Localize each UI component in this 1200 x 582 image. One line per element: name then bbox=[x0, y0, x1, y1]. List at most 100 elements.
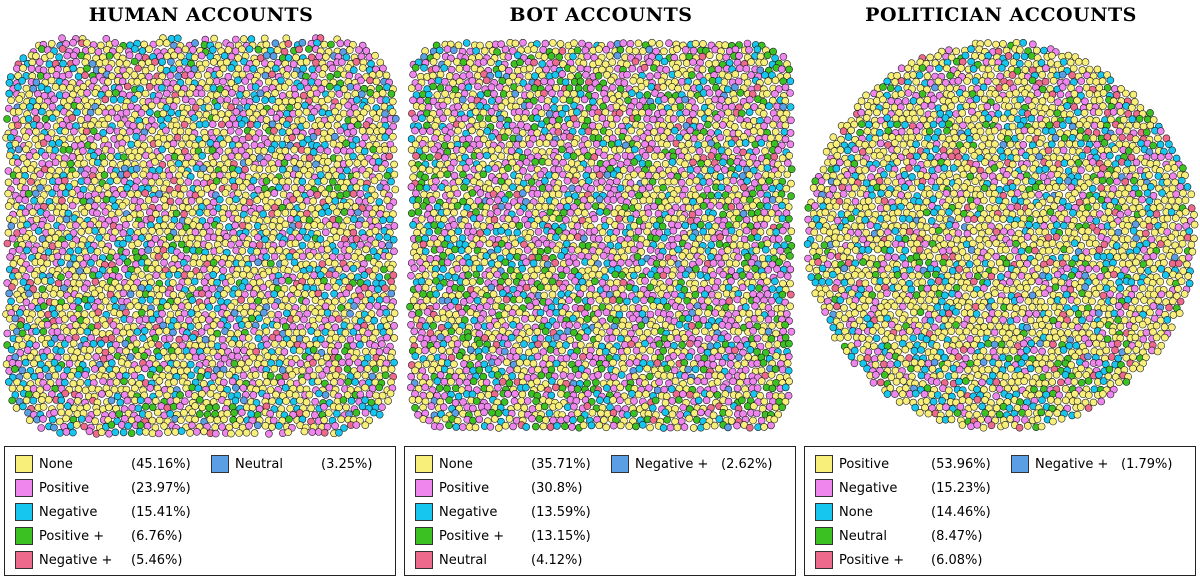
network-node bbox=[501, 133, 509, 141]
network-node bbox=[267, 108, 276, 117]
network-node bbox=[343, 216, 351, 225]
network-node bbox=[241, 165, 249, 174]
network-node bbox=[107, 346, 116, 354]
network-node bbox=[595, 45, 603, 53]
network-node bbox=[683, 133, 691, 141]
network-node bbox=[97, 428, 106, 437]
network-node bbox=[342, 190, 351, 198]
network-node bbox=[313, 39, 321, 47]
network-node bbox=[490, 90, 498, 98]
network-node bbox=[351, 378, 360, 386]
network-node bbox=[354, 221, 363, 229]
network-node bbox=[155, 166, 164, 174]
network-node bbox=[589, 97, 597, 106]
network-node bbox=[211, 423, 219, 431]
legend-item: Negative + (5.46%) bbox=[15, 549, 182, 571]
network-node bbox=[626, 215, 635, 223]
network-node bbox=[298, 252, 307, 261]
network-node bbox=[390, 247, 398, 256]
network-node bbox=[346, 109, 355, 117]
network-node bbox=[602, 208, 611, 216]
network-node bbox=[209, 271, 217, 279]
network-node bbox=[515, 108, 523, 116]
network-node bbox=[111, 39, 119, 47]
network-node bbox=[23, 371, 31, 380]
network-node bbox=[59, 372, 68, 380]
network-node bbox=[440, 64, 449, 72]
network-node bbox=[136, 210, 144, 218]
network-node bbox=[251, 371, 260, 379]
network-node bbox=[759, 110, 768, 118]
network-node bbox=[645, 45, 654, 54]
network-node bbox=[354, 208, 362, 217]
network-node bbox=[98, 227, 107, 235]
network-node bbox=[94, 185, 103, 193]
network-node bbox=[70, 179, 79, 188]
network-node bbox=[302, 409, 311, 418]
network-node bbox=[569, 65, 577, 74]
network-node bbox=[645, 58, 654, 66]
network-node bbox=[317, 335, 325, 343]
network-node bbox=[43, 347, 52, 355]
network-node bbox=[454, 126, 462, 135]
network-node bbox=[248, 254, 257, 263]
network-node bbox=[284, 153, 293, 161]
network-node bbox=[313, 191, 322, 199]
network-node bbox=[46, 277, 55, 285]
network-node bbox=[654, 209, 663, 218]
network-node bbox=[89, 339, 98, 348]
network-node bbox=[643, 91, 652, 99]
network-node bbox=[387, 277, 396, 286]
network-node bbox=[291, 239, 300, 248]
network-node bbox=[204, 242, 213, 250]
network-node bbox=[350, 177, 358, 185]
network-node bbox=[294, 221, 303, 229]
network-node bbox=[262, 327, 271, 336]
network-node bbox=[390, 321, 398, 330]
network-node bbox=[342, 139, 351, 148]
network-node bbox=[140, 77, 148, 86]
network-node bbox=[614, 139, 623, 147]
network-node bbox=[411, 63, 420, 72]
network-node bbox=[174, 34, 182, 43]
network-node bbox=[122, 248, 130, 257]
network-node bbox=[690, 134, 699, 143]
network-node bbox=[562, 89, 571, 98]
network-node bbox=[270, 127, 278, 135]
network-node bbox=[239, 384, 248, 392]
network-node bbox=[533, 114, 541, 122]
network-node bbox=[383, 233, 392, 242]
network-node bbox=[188, 421, 196, 430]
network-node bbox=[681, 46, 690, 54]
network-node bbox=[107, 421, 116, 429]
network-node bbox=[174, 271, 182, 279]
network-node bbox=[227, 152, 236, 161]
network-node bbox=[330, 132, 339, 141]
network-node bbox=[682, 108, 691, 117]
network-node bbox=[706, 166, 715, 174]
network-node bbox=[47, 76, 56, 85]
network-node bbox=[496, 121, 504, 129]
network-node bbox=[658, 222, 667, 231]
network-node bbox=[371, 239, 380, 248]
network-node bbox=[198, 289, 206, 298]
network-node bbox=[756, 201, 765, 210]
network-node bbox=[259, 210, 267, 218]
network-node bbox=[196, 396, 204, 404]
network-node bbox=[336, 378, 345, 387]
network-node bbox=[389, 271, 398, 279]
network-node bbox=[476, 214, 484, 222]
network-node bbox=[159, 321, 167, 330]
network-node bbox=[229, 203, 237, 212]
network-node bbox=[314, 377, 322, 386]
network-node bbox=[112, 89, 120, 97]
network-node bbox=[95, 346, 103, 355]
network-node bbox=[476, 102, 484, 110]
network-node bbox=[108, 359, 116, 367]
network-node bbox=[563, 177, 572, 185]
network-node bbox=[726, 158, 735, 166]
network-node bbox=[358, 64, 367, 72]
network-node bbox=[364, 329, 372, 338]
network-node bbox=[515, 85, 524, 93]
